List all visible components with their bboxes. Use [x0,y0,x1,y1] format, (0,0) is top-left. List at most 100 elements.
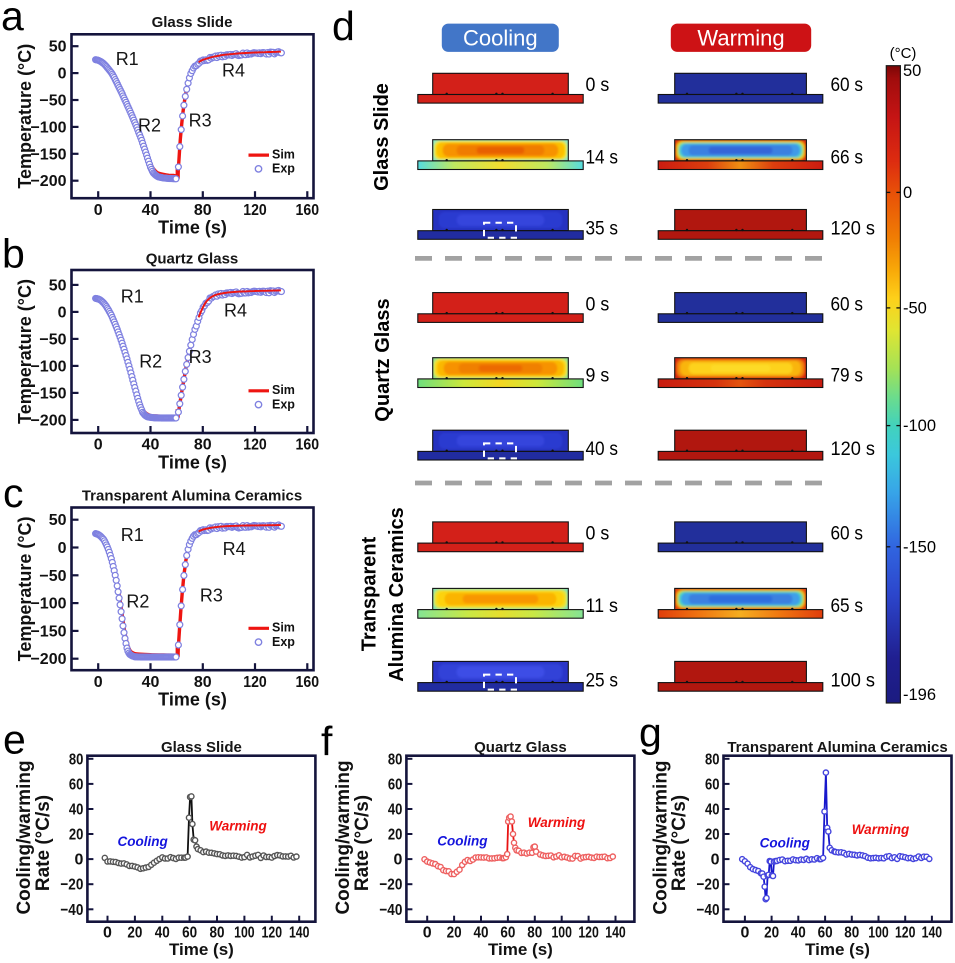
svg-text:−150: −150 [30,385,66,402]
svg-text:160: 160 [296,202,320,219]
svg-text:20: 20 [127,925,142,942]
svg-text:14 s: 14 s [586,146,619,168]
svg-text:−40: −40 [697,902,720,919]
svg-text:60 s: 60 s [831,293,864,315]
svg-text:35 s: 35 s [586,218,619,240]
svg-text:Transparent Alumina Ceramics: Transparent Alumina Ceramics [727,739,947,756]
svg-text:79 s: 79 s [831,364,864,386]
svg-text:80: 80 [705,751,720,768]
svg-text:−150: −150 [30,623,66,640]
svg-text:Sim: Sim [272,147,295,161]
svg-text:0: 0 [58,66,67,83]
svg-text:0 s: 0 s [586,293,610,315]
svg-text:Quartz Glass: Quartz Glass [474,739,567,756]
svg-text:f: f [321,718,333,764]
svg-text:65 s: 65 s [831,595,864,617]
svg-text:Time (s): Time (s) [158,453,227,473]
svg-text:R3: R3 [189,110,212,130]
svg-text:R4: R4 [222,61,245,81]
svg-text:Cooling/warming: Cooling/warming [14,760,35,914]
svg-text:40: 40 [705,802,720,819]
svg-text:−100: −100 [30,358,66,375]
svg-text:0: 0 [740,925,749,942]
svg-text:120: 120 [243,202,267,219]
svg-text:−200: −200 [30,651,66,668]
svg-text:Sim: Sim [272,621,295,635]
svg-text:60: 60 [818,925,833,942]
svg-text:Warming: Warming [528,815,586,830]
svg-text:0: 0 [58,304,67,321]
svg-text:Time (s): Time (s) [488,940,553,959]
svg-text:Cooling: Cooling [463,25,538,50]
svg-text:R1: R1 [121,286,144,306]
svg-text:11 s: 11 s [586,595,619,617]
svg-text:40: 40 [142,202,160,219]
svg-text:Warming: Warming [209,819,267,834]
svg-text:-100: -100 [903,417,936,435]
svg-text:66 s: 66 s [831,146,864,168]
svg-text:60: 60 [182,925,197,942]
svg-text:−50: −50 [39,568,66,585]
svg-text:60 s: 60 s [831,523,864,545]
svg-text:−20: −20 [379,877,402,894]
svg-text:50: 50 [903,62,921,80]
svg-text:−20: −20 [697,877,720,894]
svg-text:Quartz Glass: Quartz Glass [372,298,394,421]
svg-text:Sim: Sim [272,383,295,397]
svg-text:20: 20 [705,827,720,844]
svg-text:0: 0 [94,437,103,454]
svg-text:100: 100 [551,925,572,942]
svg-text:120 s: 120 s [831,438,876,460]
svg-text:Time (s): Time (s) [805,940,870,959]
svg-text:−50: −50 [39,93,66,110]
svg-text:20: 20 [388,827,403,844]
svg-text:−50: −50 [39,331,66,348]
svg-text:0: 0 [393,852,402,869]
svg-text:0: 0 [74,852,83,869]
svg-text:Time (s): Time (s) [158,690,227,710]
svg-text:-150: -150 [903,538,936,556]
svg-text:0: 0 [94,202,103,219]
svg-text:Cooling: Cooling [118,834,169,849]
svg-text:c: c [3,470,24,516]
svg-text:Cooling/warming: Cooling/warming [333,760,354,914]
svg-text:100: 100 [234,925,255,942]
svg-text:0 s: 0 s [586,523,610,545]
svg-text:Warming: Warming [852,822,910,837]
svg-text:20: 20 [69,827,84,844]
svg-text:60: 60 [69,776,84,793]
svg-text:0: 0 [903,184,912,202]
svg-text:80: 80 [844,925,859,942]
svg-text:d: d [332,3,355,49]
svg-text:40: 40 [69,802,84,819]
svg-text:40: 40 [474,925,489,942]
svg-text:40 s: 40 s [586,438,619,460]
svg-text:80: 80 [527,925,542,942]
svg-text:80: 80 [69,751,84,768]
svg-text:0: 0 [423,925,432,942]
svg-text:40: 40 [791,925,806,942]
svg-text:Exp: Exp [272,162,295,176]
svg-text:25 s: 25 s [586,669,619,691]
svg-text:160: 160 [296,674,320,691]
svg-text:e: e [3,717,26,763]
svg-text:Transparent Alumina Ceramics: Transparent Alumina Ceramics [82,488,302,505]
svg-text:Glass Slide: Glass Slide [371,83,393,191]
svg-text:Rate (°C/s): Rate (°C/s) [33,795,54,891]
svg-text:Quartz Glass: Quartz Glass [146,251,239,268]
svg-text:40: 40 [142,674,160,691]
svg-text:R3: R3 [200,586,223,606]
svg-text:9 s: 9 s [586,364,610,386]
svg-text:-50: -50 [903,299,927,317]
svg-text:60 s: 60 s [831,74,864,96]
svg-text:b: b [2,231,25,277]
svg-text:Rate (°C/s): Rate (°C/s) [669,795,690,891]
svg-text:Time (s): Time (s) [158,218,227,238]
svg-text:40: 40 [142,437,160,454]
svg-text:0: 0 [94,674,103,691]
svg-text:120: 120 [243,674,267,691]
svg-text:0: 0 [711,852,720,869]
svg-text:120: 120 [262,925,283,942]
svg-text:−100: −100 [30,119,66,136]
svg-text:50: 50 [49,39,67,56]
